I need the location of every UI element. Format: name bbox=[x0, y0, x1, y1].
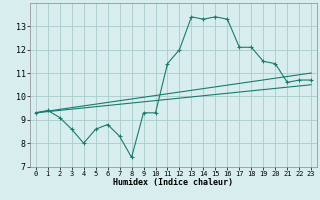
X-axis label: Humidex (Indice chaleur): Humidex (Indice chaleur) bbox=[114, 178, 234, 187]
